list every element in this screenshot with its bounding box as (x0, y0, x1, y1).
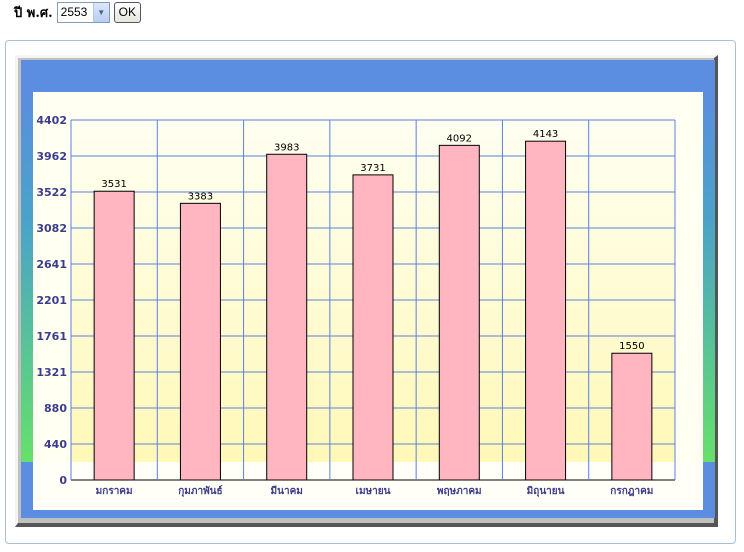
year-select[interactable]: 2553 ▼ (56, 1, 110, 23)
bar (93, 190, 135, 481)
x-tick-label: กรกฎาคม (610, 486, 653, 497)
y-tick-label: 3082 (36, 222, 67, 235)
x-tick-label: มกราคม (96, 486, 133, 497)
bar (266, 153, 308, 481)
bar (611, 352, 653, 481)
ok-button[interactable]: OK (113, 1, 141, 23)
y-tick-label: 4402 (36, 114, 67, 127)
chart-right-gradient (703, 92, 715, 462)
chart-left-gradient (21, 92, 33, 462)
y-tick-label: 2201 (36, 294, 67, 307)
data-label: 1550 (619, 341, 644, 352)
y-tick-label: 1761 (36, 330, 67, 343)
bar (438, 144, 480, 481)
data-labels: 3531 3383 3983 3731 4092 4143 1550 (101, 129, 644, 352)
y-tick-label: 0 (59, 474, 67, 487)
bars (93, 140, 653, 481)
y-tick-label: 2641 (36, 258, 67, 271)
y-tick-label: 880 (44, 402, 67, 415)
x-tick-label: มิถุนายน (527, 485, 565, 497)
year-form: ปี พ.ศ. 2553 ▼ OK (14, 1, 141, 23)
bar (352, 174, 394, 481)
bar (525, 140, 567, 481)
x-tick-label: พฤษภาคม (437, 486, 482, 497)
data-label: 3383 (188, 191, 213, 202)
y-tick-label: 440 (44, 438, 67, 451)
data-label: 3531 (101, 179, 126, 190)
data-label: 3983 (274, 142, 299, 153)
x-tick-label: เมษายน (356, 486, 391, 497)
x-tick-label: มีนาคม (271, 485, 303, 497)
x-axis-ticks: มกราคม กุมภาพันธ์ มีนาคม เมษายน พฤษภาคม มิถุน… (96, 485, 654, 497)
y-tick-label: 3962 (36, 150, 67, 163)
y-tick-label: 1321 (36, 366, 67, 379)
y-tick-label: 3522 (36, 186, 67, 199)
chevron-down-icon[interactable]: ▼ (92, 2, 109, 22)
year-label: ปี พ.ศ. (14, 5, 53, 21)
data-label: 4092 (447, 133, 472, 144)
data-label: 4143 (533, 129, 558, 140)
y-axis-ticks: 0 440 880 1321 1761 2201 2641 3082 3522 3962 4402 (36, 114, 67, 487)
x-tick-label: กุมภาพันธ์ (178, 485, 222, 497)
data-label: 3731 (360, 163, 385, 174)
bar (179, 202, 221, 481)
year-select-value: 2553 (60, 4, 88, 19)
